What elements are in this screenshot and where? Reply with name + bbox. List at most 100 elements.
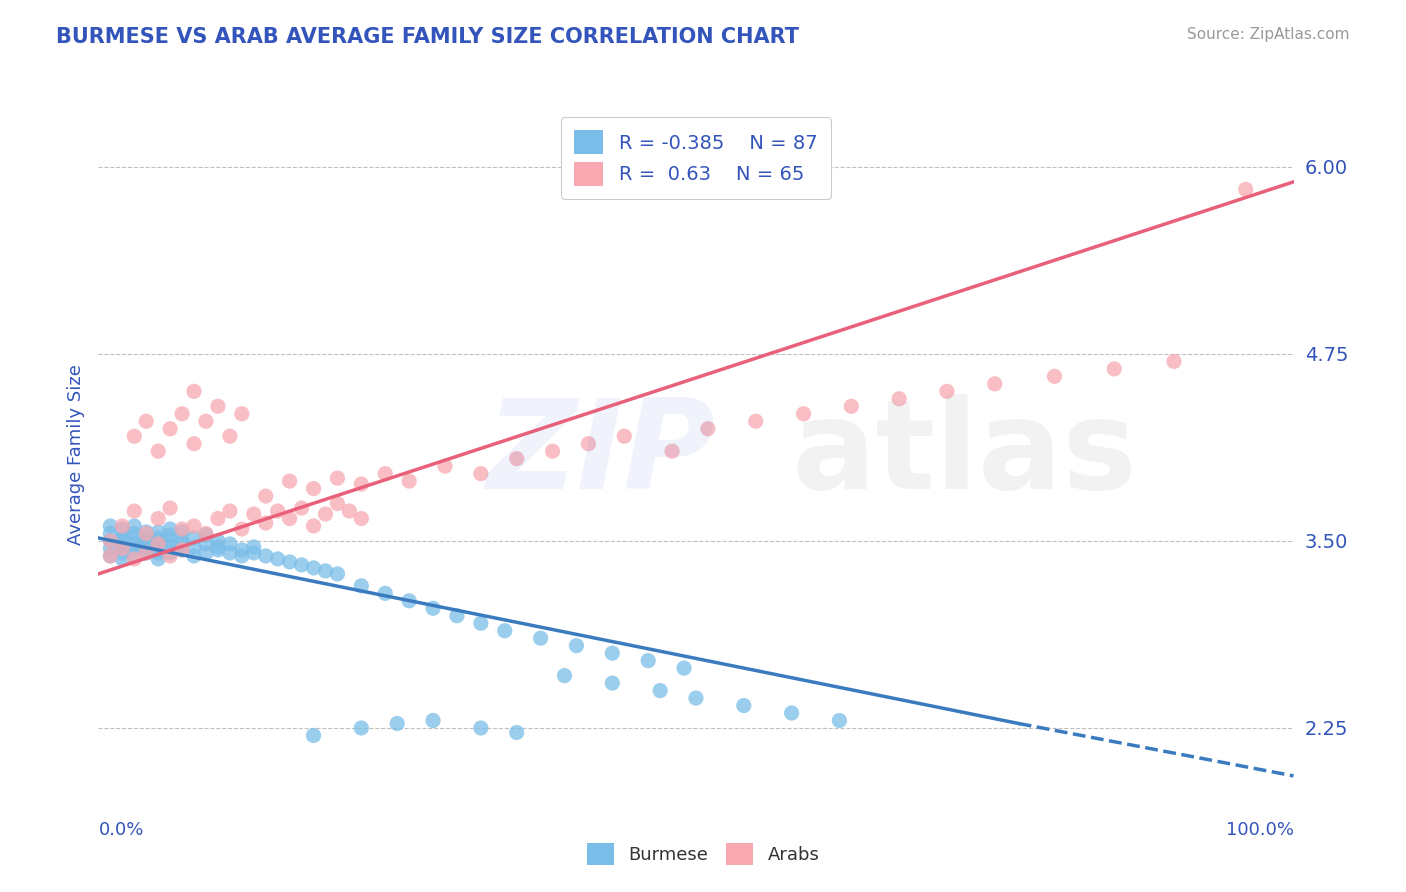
Point [422, 714, 444, 728]
Point [148, 524, 170, 539]
Point [267, 504, 290, 518]
Point [135, 546, 157, 560]
Point [159, 549, 181, 563]
Point [1234, 182, 1257, 196]
Point [326, 471, 349, 485]
Point [194, 526, 217, 541]
Point [1163, 354, 1185, 368]
Point [613, 429, 636, 443]
Point [278, 555, 301, 569]
Point [637, 654, 659, 668]
Point [159, 422, 181, 436]
Point [148, 537, 170, 551]
Point [267, 552, 290, 566]
Point [172, 537, 194, 551]
Point [135, 531, 157, 545]
Point [219, 504, 242, 518]
Point [422, 601, 444, 615]
Point [600, 676, 623, 690]
Point [124, 541, 146, 556]
Point [159, 528, 181, 542]
Point [350, 511, 373, 525]
Point [1043, 369, 1066, 384]
Point [172, 543, 194, 558]
Point [183, 436, 205, 450]
Point [111, 552, 134, 566]
Point [374, 586, 396, 600]
Point [600, 646, 623, 660]
Point [148, 511, 170, 525]
Point [219, 537, 242, 551]
Point [183, 531, 205, 545]
Point [111, 522, 134, 536]
Point [183, 549, 205, 563]
Point [326, 497, 349, 511]
Point [648, 683, 672, 698]
Point [111, 537, 134, 551]
Point [98, 541, 122, 556]
Point [135, 414, 157, 428]
Point [98, 533, 122, 548]
Point [541, 444, 564, 458]
Point [935, 384, 957, 399]
Point [111, 541, 134, 556]
Point [207, 399, 229, 413]
Point [111, 546, 134, 560]
Point [148, 546, 170, 560]
Point [302, 729, 325, 743]
Point [470, 467, 492, 481]
Point [302, 519, 325, 533]
Point [337, 504, 360, 518]
Point [124, 552, 146, 566]
Point [529, 631, 551, 645]
Point [207, 511, 229, 525]
Point [159, 546, 181, 560]
Point [254, 516, 277, 530]
Point [315, 507, 337, 521]
Point [576, 436, 599, 450]
Point [231, 407, 253, 421]
Point [374, 467, 396, 481]
Point [326, 566, 349, 581]
Point [124, 526, 146, 541]
Legend: R = -0.385    N = 87, R =  0.63    N = 65: R = -0.385 N = 87, R = 0.63 N = 65 [561, 117, 831, 199]
Point [302, 561, 325, 575]
Point [194, 537, 217, 551]
Point [148, 543, 170, 558]
Point [254, 489, 277, 503]
Point [350, 579, 373, 593]
Point [219, 429, 242, 443]
Point [172, 533, 194, 548]
Point [219, 546, 242, 560]
Point [124, 504, 146, 518]
Point [124, 519, 146, 533]
Point [194, 414, 217, 428]
Point [839, 399, 862, 413]
Point [254, 549, 277, 563]
Point [135, 540, 157, 554]
Point [194, 528, 217, 542]
Point [135, 526, 157, 541]
Point [231, 543, 253, 558]
Point [315, 564, 337, 578]
Point [828, 714, 851, 728]
Point [135, 546, 157, 560]
Point [1102, 362, 1125, 376]
Point [243, 540, 266, 554]
Point [159, 501, 181, 516]
Point [98, 549, 122, 563]
Point [231, 549, 253, 563]
Point [148, 552, 170, 566]
Point [148, 531, 170, 545]
Point [793, 407, 815, 421]
Point [183, 519, 205, 533]
Point [385, 716, 409, 731]
Point [172, 524, 194, 539]
Point [159, 540, 181, 554]
Point [148, 444, 170, 458]
Point [172, 522, 194, 536]
Point [685, 691, 707, 706]
Point [207, 533, 229, 548]
Point [98, 526, 122, 541]
Point [673, 661, 696, 675]
